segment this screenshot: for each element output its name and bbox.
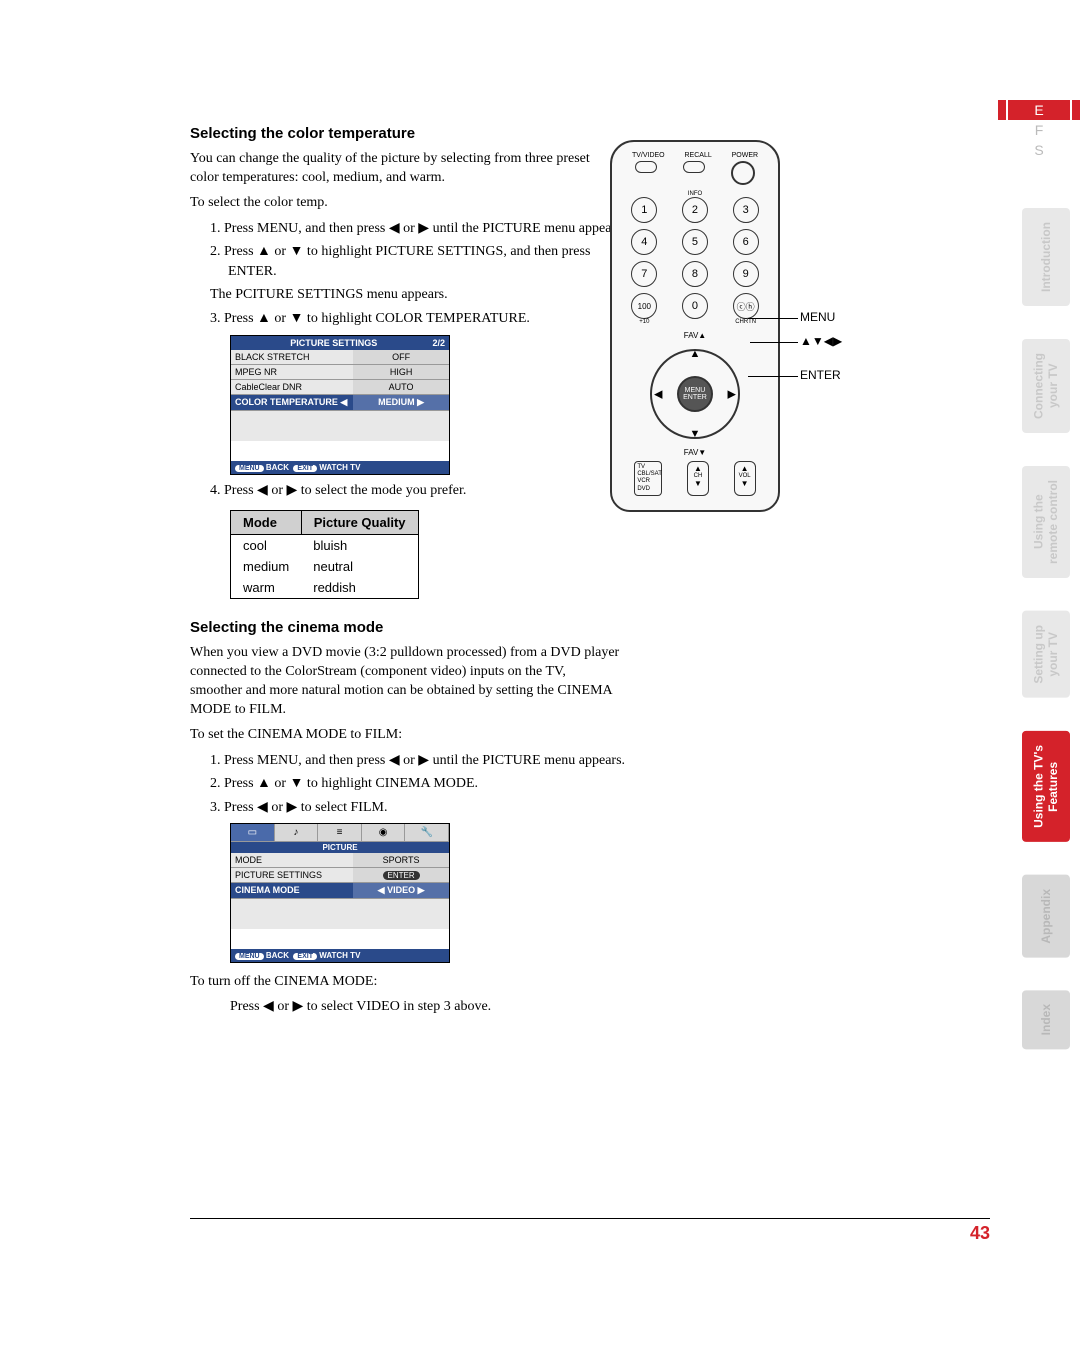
- num-btn: 7: [631, 261, 657, 287]
- lang-e: E: [1008, 100, 1070, 120]
- side-tabs: E F S Introduction Connectingyour TV Usi…: [1008, 100, 1070, 1055]
- tab-icon: ≡: [318, 824, 362, 841]
- lang-f: F: [1008, 120, 1070, 140]
- menu-header-text: PICTURE SETTINGS: [290, 338, 377, 348]
- menu-footer: MENU BACK EXIT WATCH TV: [231, 461, 449, 474]
- menu-row: PICTURE SETTINGSENTER: [231, 868, 449, 883]
- menu-row-selected: CINEMA MODE◀ VIDEO ▶: [231, 883, 449, 899]
- step: 2. Press ▲ or ▼ to highlight CINEMA MODE…: [210, 774, 630, 794]
- menu-header: PICTURE SETTINGS 2/2: [231, 336, 449, 350]
- num-btn: 3: [733, 197, 759, 223]
- tab-icon: ◉: [362, 824, 406, 841]
- section2-title: Selecting the cinema mode: [190, 619, 810, 636]
- step: 3. Press ▲ or ▼ to highlight COLOR TEMPE…: [210, 309, 630, 329]
- num-btn: 8: [682, 261, 708, 287]
- td: medium: [231, 556, 302, 577]
- num-btn: ⓒⓗ: [733, 293, 759, 319]
- section1-steps: 1. Press MENU, and then press ◀ or ▶ unt…: [210, 219, 630, 329]
- tab-index: Index: [1022, 990, 1070, 1049]
- num-btn: 0: [682, 293, 708, 319]
- tab-appendix: Appendix: [1022, 875, 1070, 958]
- picture-subheader: PICTURE: [231, 842, 449, 853]
- menu-footer: MENU BACK EXIT WATCH TV: [231, 949, 449, 962]
- step: The PCITURE SETTINGS menu appears.: [210, 285, 630, 305]
- section2-lead: To set the CINEMA MODE to FILM:: [190, 726, 810, 745]
- remote-column: TV/VIDEO RECALL POWER INFO 1 2 3 4 5 6 7…: [600, 140, 850, 512]
- turnoff-body: Press ◀ or ▶ to select VIDEO in step 3 a…: [230, 998, 810, 1017]
- recall-button: [683, 161, 705, 173]
- num-btn: 9: [733, 261, 759, 287]
- annot-menu: MENU: [800, 310, 835, 324]
- th-mode: Mode: [231, 511, 302, 535]
- tab-icon: ♪: [275, 824, 319, 841]
- step: 1. Press MENU, and then press ◀ or ▶ unt…: [210, 219, 630, 239]
- menu-row: MPEG NRHIGH: [231, 365, 449, 380]
- menu-enter-button: MENUENTER: [677, 376, 713, 412]
- step: 2. Press ▲ or ▼ to highlight PICTURE SET…: [210, 242, 630, 281]
- menu-row: CableClear DNRAUTO: [231, 380, 449, 395]
- vol-rocker: ▲VOL▼: [734, 461, 756, 496]
- fav-down: FAV▼: [622, 448, 768, 457]
- menu-row: MODESPORTS: [231, 853, 449, 868]
- mode-switch: TVCBL/SATVCRDVD: [634, 461, 662, 496]
- lang-s: S: [1008, 140, 1070, 160]
- language-tabs: E F S: [1008, 100, 1070, 160]
- td: neutral: [301, 556, 418, 577]
- menu-row: BLACK STRETCHOFF: [231, 350, 449, 365]
- tab-setup: Setting upyour TV: [1022, 611, 1070, 698]
- tv-video-button: [635, 161, 657, 173]
- section1-intro: You can change the quality of the pictur…: [190, 150, 610, 188]
- num-btn: 4: [631, 229, 657, 255]
- picture-settings-menu: PICTURE SETTINGS 2/2 BLACK STRETCHOFF MP…: [230, 335, 450, 475]
- mode-quality-table: ModePicture Quality coolbluish mediumneu…: [230, 510, 419, 599]
- num-btn: 100: [631, 293, 657, 319]
- td: warm: [231, 577, 302, 599]
- rocker-row: TVCBL/SATVCRDVD ▲CH▼ ▲VOL▼: [622, 461, 768, 496]
- num-btn: 5: [682, 229, 708, 255]
- tab-icon: 🔧: [405, 824, 449, 841]
- step: 3. Press ◀ or ▶ to select FILM.: [210, 798, 630, 818]
- tab-features: Using the TV'sFeatures: [1022, 731, 1070, 842]
- step: 1. Press MENU, and then press ◀ or ▶ unt…: [210, 751, 630, 771]
- num-btn: 6: [733, 229, 759, 255]
- remote-illustration: TV/VIDEO RECALL POWER INFO 1 2 3 4 5 6 7…: [610, 140, 780, 512]
- menu-page: 2/2: [432, 338, 445, 348]
- tab-connecting: Connectingyour TV: [1022, 339, 1070, 433]
- num-btn: 2: [682, 197, 708, 223]
- tab-remote: Using theremote control: [1022, 466, 1070, 578]
- page-number: 43: [970, 1223, 990, 1244]
- annot-enter: ENTER: [800, 368, 841, 382]
- tab-icon: ▭: [231, 824, 275, 841]
- td: reddish: [301, 577, 418, 599]
- num-btn: 1: [631, 197, 657, 223]
- power-button: [731, 161, 755, 185]
- dpad: MENUENTER ▲ ▼ ◀ ▶: [622, 344, 768, 444]
- numpad: 1 2 3 4 5 6 7 8 9 100 +10 0 ⓒⓗ CHRTN: [622, 197, 768, 325]
- page-rule: [190, 1218, 990, 1219]
- td: bluish: [301, 535, 418, 557]
- fav-up: FAV▲: [622, 331, 768, 340]
- turnoff-lead: To turn off the CINEMA MODE:: [190, 973, 810, 992]
- td: cool: [231, 535, 302, 557]
- section2-steps: 1. Press MENU, and then press ◀ or ▶ unt…: [210, 751, 630, 818]
- ch-rocker: ▲CH▼: [687, 461, 709, 496]
- menu-row-selected: COLOR TEMPERATURE ◀MEDIUM ▶: [231, 395, 449, 411]
- annot-arrows: ▲▼◀▶: [800, 334, 842, 348]
- th-quality: Picture Quality: [301, 511, 418, 535]
- tab-introduction: Introduction: [1022, 208, 1070, 306]
- picture-menu: ▭ ♪ ≡ ◉ 🔧 PICTURE MODESPORTS PICTURE SET…: [230, 823, 450, 963]
- remote-top-labels: TV/VIDEO RECALL POWER: [622, 152, 768, 159]
- picture-tabs: ▭ ♪ ≡ ◉ 🔧: [231, 824, 449, 842]
- section2-intro: When you view a DVD movie (3:2 pulldown …: [190, 644, 620, 720]
